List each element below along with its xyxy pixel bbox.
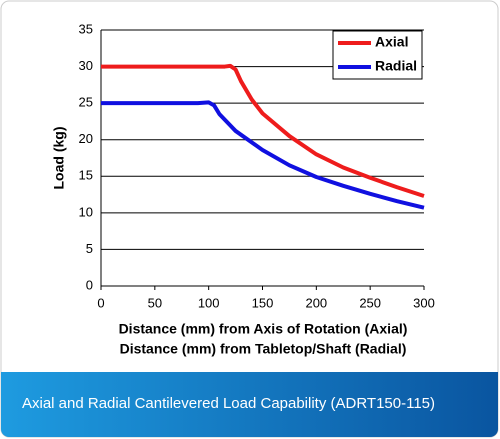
y-tick-label: 25 xyxy=(79,95,93,110)
y-tick-label: 30 xyxy=(79,58,93,73)
x-tick-label: 0 xyxy=(97,295,104,310)
data-line xyxy=(101,100,425,210)
x-tick-label: 100 xyxy=(198,295,220,310)
y-tick-label: 15 xyxy=(79,168,93,183)
plot: 0 5 10 15 20 25 30 35 0 50 100 150 200 250 300 Axial Rad… xyxy=(79,21,435,310)
y-tick-label: 35 xyxy=(79,21,93,36)
x-tick-label: 50 xyxy=(148,295,162,310)
y-tick-label: 10 xyxy=(79,204,93,219)
x-axis-label: Distance (mm) from Axis of Rotation (Axi… xyxy=(119,321,408,337)
caption: Axial and Radial Cantilevered Load Capab… xyxy=(22,395,435,412)
caption-bar xyxy=(1,372,498,437)
legend-box xyxy=(332,30,423,80)
legend-label: Axial xyxy=(375,34,408,50)
data-line xyxy=(101,63,425,198)
x-tick-label: 200 xyxy=(305,295,327,310)
x-tick-label: 150 xyxy=(252,295,274,310)
x-tick-label: 300 xyxy=(413,295,435,310)
y-tick-label: 20 xyxy=(79,131,93,146)
x-tick-label: 250 xyxy=(359,295,381,310)
x-axis-label: Distance (mm) from Tabletop/Shaft (Radia… xyxy=(120,341,407,357)
legend-label: Radial xyxy=(375,58,417,74)
y-tick-label: 5 xyxy=(86,241,93,256)
y-tick-label: 0 xyxy=(86,277,93,292)
y-axis-label: Load (kg) xyxy=(51,127,67,190)
